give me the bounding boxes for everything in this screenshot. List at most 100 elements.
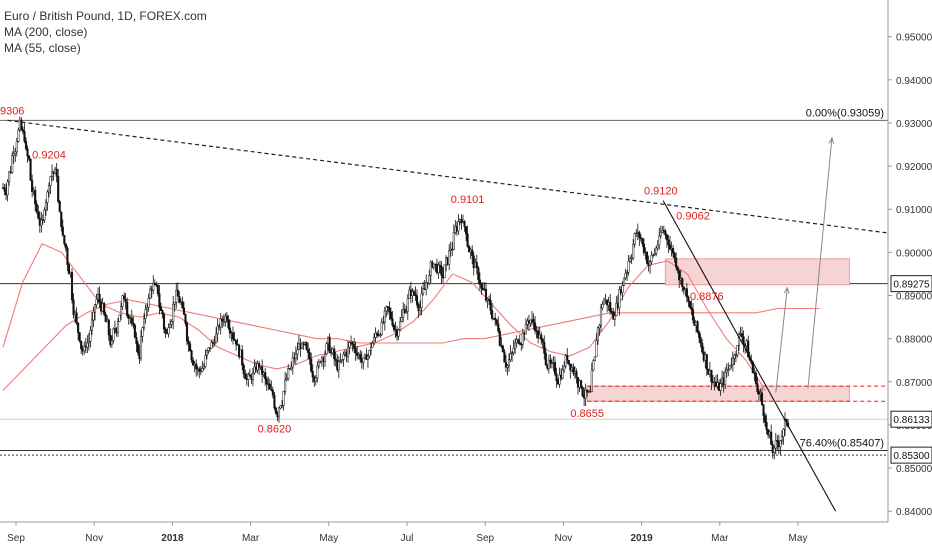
candle-body [72,299,75,316]
candle-body [86,342,89,348]
y-tick-label: 0.85000 [896,464,932,475]
candle-body [178,296,181,303]
candle-body [300,343,304,349]
candle-body [696,321,699,333]
candle-body [770,431,773,445]
candle-body [219,318,222,328]
candle-body [144,308,147,319]
candle-body [497,323,500,332]
candle-body [406,298,409,312]
candle-body [727,368,730,371]
candle-body [622,277,626,286]
candle-body [731,358,734,366]
x-tick-label: 2019 [630,533,653,544]
candle-body [227,319,230,329]
candle-body [205,350,208,356]
candle-body [688,301,691,308]
candle-body [277,407,281,418]
symbol-title[interactable]: Euro / British Pound, 1D, FOREX.com [4,9,207,23]
candle-body [564,355,567,367]
candle-body [172,304,175,323]
candle-body [126,301,129,316]
candle-body [164,328,167,334]
candle-body [17,129,20,142]
candle-body [400,317,403,322]
candle-body [316,365,319,379]
price-annotation: 0.8655 [570,408,604,420]
candle-body [294,353,297,359]
x-tick-label: May [319,533,338,544]
candle-body [672,247,675,254]
candle-body [621,285,624,293]
candle-body [403,308,406,313]
candle-body [120,306,123,316]
candle-body [21,129,24,132]
projection-arrow-1 [775,287,788,393]
y-tick-label: 0.88000 [896,335,932,346]
candle-body [47,185,51,193]
candle-body [130,317,133,324]
candle-body [379,334,382,336]
candle-body [650,254,653,262]
candle-body [517,339,520,343]
y-tick-label: 0.94000 [896,76,932,87]
candle-body [346,346,350,357]
candle-body [460,219,463,224]
candle-body [221,318,224,322]
candle-body [698,331,701,338]
candle-body [20,119,23,130]
candle-body [202,366,205,369]
candle-body [83,345,86,352]
candle-body [308,352,311,360]
candle-body [509,353,512,360]
candle-body [682,286,685,291]
candle-body [425,282,428,290]
candle-body [210,342,213,349]
candle-body [498,330,501,346]
candle-body [586,389,589,393]
candle-body [95,299,98,305]
x-tick-label: 2018 [161,533,184,544]
candle-body [159,307,162,311]
candle-body [603,299,606,305]
candle-body [429,261,432,276]
candle-body [414,293,417,296]
candle-body [265,378,268,385]
candle-body [368,350,371,357]
candle-body [152,282,155,291]
candle-body [668,244,672,250]
candle-body [389,311,392,319]
ma200-legend[interactable]: MA (200, close) [4,25,88,39]
ma55-legend[interactable]: MA (55, close) [4,41,81,55]
candle-body [547,359,550,369]
candle-body [399,321,402,331]
candle-body [98,293,101,303]
y-tick-label: 0.91000 [896,205,932,216]
candle-body [153,282,156,285]
candle-body [348,342,351,348]
candle-body [51,171,54,177]
candle-body [736,345,739,356]
candle-body [656,244,659,249]
candle-body [8,171,11,182]
price-annotation: 0.8876 [690,291,724,303]
candle-body [70,272,74,301]
candle-body [477,267,480,281]
candle-body [247,374,250,380]
candle-body [75,312,78,324]
candle-body [653,253,656,256]
candle-body [705,354,708,370]
candle-body [742,336,745,345]
candle-body [29,158,32,181]
candle-body [354,348,357,354]
candle-body [472,255,475,269]
candle-body [652,254,655,256]
candle-body [618,289,621,308]
fib-level-label: 0.00%(0.93059) [806,107,884,119]
candle-body [90,319,93,331]
candle-body [724,371,727,386]
candle-body [489,300,492,311]
candle-body [57,176,60,202]
candle-body [624,272,627,279]
